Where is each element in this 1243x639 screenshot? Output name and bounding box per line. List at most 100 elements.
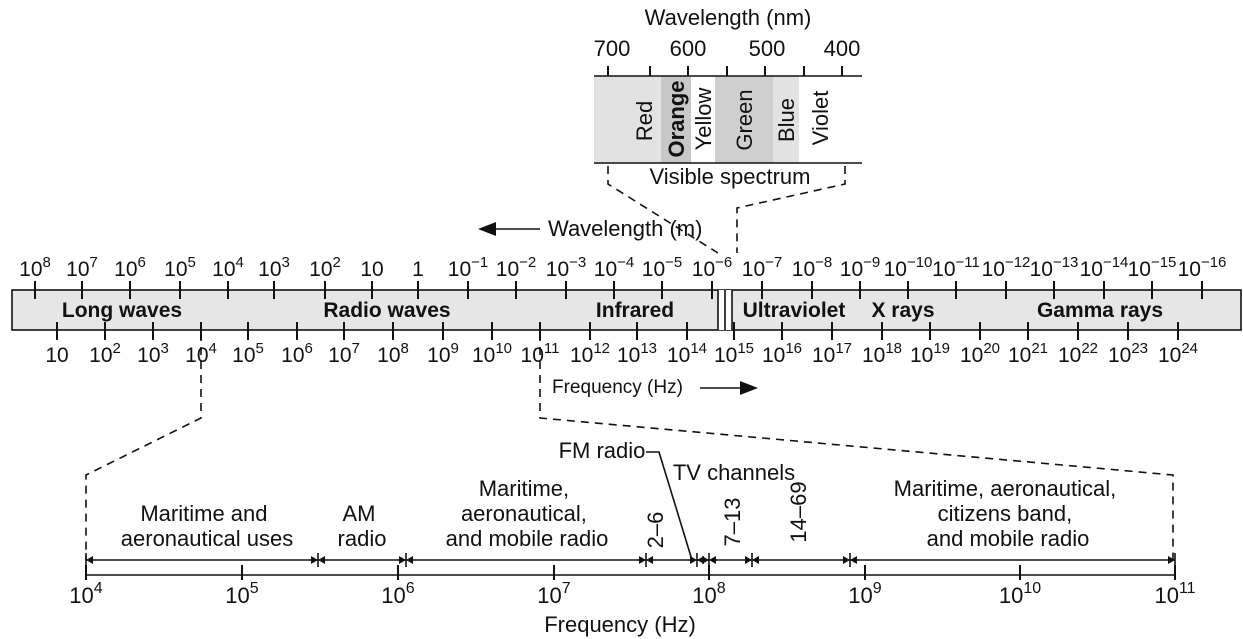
arrowhead-left-icon xyxy=(406,556,413,564)
radio-tick-label: 104 xyxy=(69,580,102,608)
band-radio-waves: Radio waves xyxy=(323,299,450,322)
spectrum-bar: Long waves Radio waves Infrared Ultravio… xyxy=(11,281,1242,340)
visible-connector-right xyxy=(736,166,846,253)
frequency-tick-label: 106 xyxy=(281,340,313,367)
band-gamma-rays: Gamma rays xyxy=(1037,299,1163,322)
fm-radio-pointer xyxy=(646,451,693,561)
radio-tick-label: 105 xyxy=(225,580,258,608)
arrowhead-left-icon xyxy=(86,556,93,564)
right-arrow-icon xyxy=(740,381,758,395)
tv-channels-7-13: 7–13 xyxy=(720,498,745,547)
wavelength-tick-label: 10−16 xyxy=(1178,254,1227,281)
tv-channels-14-69: 14–69 xyxy=(786,481,811,542)
frequency-tick-label: 1019 xyxy=(910,340,950,367)
radio-tick-label: 109 xyxy=(848,580,881,608)
wavelength-tick-label: 10−8 xyxy=(792,254,832,281)
frequency-tick-label: 1013 xyxy=(617,340,657,367)
frequency-tick-label: 108 xyxy=(377,340,409,367)
frequency-tick-label: 1012 xyxy=(570,340,610,367)
wavelength-tick-label: 10−7 xyxy=(742,254,782,281)
wavelength-tick-label: 10 xyxy=(360,258,383,281)
color-label-violet: Violet xyxy=(808,91,833,146)
wavelength-tick-label: 10−4 xyxy=(594,254,634,281)
wavelength-tick-label: 10−2 xyxy=(496,254,536,281)
wavelength-label-group: Wavelength (m) xyxy=(478,216,702,241)
maritime-aeronautical-mobile: Maritime, aeronautical, and mobile radio xyxy=(446,476,609,551)
orange-band xyxy=(661,76,691,163)
visible-tick-600: 600 xyxy=(670,36,707,61)
visible-spectrum-inset: Wavelength (nm) 700 600 500 400 Red Oran… xyxy=(594,5,862,254)
wavelength-tick-label: 108 xyxy=(19,254,51,281)
radio-tick-labels: 104 105 106 107 108 109 1010 1011 xyxy=(69,580,1195,608)
green-band xyxy=(715,76,773,163)
visible-tick-700: 700 xyxy=(594,36,631,61)
radio-connector-right xyxy=(539,333,1174,560)
wavelength-tick-label: 104 xyxy=(212,254,244,281)
band-long-waves: Long waves xyxy=(62,299,182,322)
arrowhead-left-icon xyxy=(709,556,716,564)
frequency-tick-label: 1015 xyxy=(714,340,754,367)
frequency-tick-label: 1020 xyxy=(960,340,1000,367)
radio-tick-label: 108 xyxy=(692,580,725,608)
wavelength-tick-label: 10−13 xyxy=(1030,254,1079,281)
frequency-tick-label: 1011 xyxy=(521,340,560,367)
arrowhead-right-icon xyxy=(702,556,709,564)
wavelength-tick-label: 107 xyxy=(66,254,98,281)
radio-detail: 104 105 106 107 108 109 1010 1011 Frequency (Hz… xyxy=(69,438,1195,637)
radio-axis-ticks xyxy=(85,565,1176,580)
frequency-tick-label: 1022 xyxy=(1058,340,1098,367)
spectrum-band-bar xyxy=(11,289,1242,331)
frequency-tick-labels: 10 102 103 104 105 106 107 108 109 1010 1011 1012 10… xyxy=(45,340,1198,367)
color-label-blue: Blue xyxy=(774,98,799,142)
wavelength-tick-marks xyxy=(34,281,1203,299)
radio-tick-label: 106 xyxy=(381,580,414,608)
arrowhead-right-icon xyxy=(639,556,646,564)
wavelength-tick-label: 105 xyxy=(164,254,196,281)
radio-tick-label: 1010 xyxy=(999,580,1041,608)
wavelength-tick-label: 10−15 xyxy=(1128,254,1177,281)
visible-connector-left xyxy=(607,166,719,254)
frequency-tick-label: 103 xyxy=(137,340,169,367)
color-label-yellow: Yellow xyxy=(691,87,716,150)
maritime-citizens-band: Maritime, aeronautical, citizens band, a… xyxy=(894,476,1123,551)
frequency-tick-label: 1017 xyxy=(812,340,852,367)
visible-tick-500: 500 xyxy=(749,36,786,61)
wavelength-tick-labels: 108 107 106 105 104 103 102 10 1 10−1 10−2 10−3 10−4… xyxy=(19,254,1226,281)
band-x-rays: X rays xyxy=(871,299,934,322)
yellow-band xyxy=(691,76,715,163)
wavelength-tick-label: 10−9 xyxy=(840,254,880,281)
maritime-aeronautical-uses: Maritime and aeronautical uses xyxy=(121,501,293,551)
band-ultraviolet: Ultraviolet xyxy=(743,299,846,322)
violet-band xyxy=(799,76,862,163)
frequency-tick-label: 1014 xyxy=(667,340,707,367)
red-band xyxy=(594,76,661,163)
wavelength-tick-label: 103 xyxy=(258,254,290,281)
wavelength-tick-label: 10−1 xyxy=(448,254,488,281)
wavelength-tick-label: 1 xyxy=(412,258,424,281)
frequency-tick-label: 109 xyxy=(427,340,459,367)
wavelength-tick-label: 10−14 xyxy=(1080,254,1129,281)
wavelength-tick-label: 10−6 xyxy=(692,254,732,281)
arrowhead-right-icon xyxy=(399,556,406,564)
wavelength-tick-label: 10−12 xyxy=(982,254,1031,281)
left-arrow-icon xyxy=(478,222,496,236)
radio-tick-label: 107 xyxy=(537,580,570,608)
frequency-tick-label: 102 xyxy=(89,340,121,367)
frequency-tick-label: 1016 xyxy=(762,340,802,367)
radio-axis-title: Frequency (Hz) xyxy=(544,612,696,637)
arrowhead-left-icon xyxy=(646,556,653,564)
wavelength-tick-label: 10−10 xyxy=(884,254,933,281)
arrowhead-right-icon xyxy=(843,556,850,564)
frequency-tick-label: 1023 xyxy=(1108,340,1148,367)
wavelength-tick-label: 106 xyxy=(114,254,146,281)
wavelength-tick-label: 10−3 xyxy=(546,254,586,281)
frequency-label-group: Frequency (Hz) xyxy=(552,377,758,398)
arrowhead-left-icon xyxy=(318,556,325,564)
tv-channels-2-6: 2–6 xyxy=(643,512,668,549)
wavelength-tick-label: 10−11 xyxy=(932,254,980,281)
arrowhead-left-icon xyxy=(752,556,759,564)
frequency-label: Frequency (Hz) xyxy=(552,377,683,398)
frequency-tick-label: 104 xyxy=(185,340,217,367)
frequency-tick-label: 1018 xyxy=(862,340,902,367)
